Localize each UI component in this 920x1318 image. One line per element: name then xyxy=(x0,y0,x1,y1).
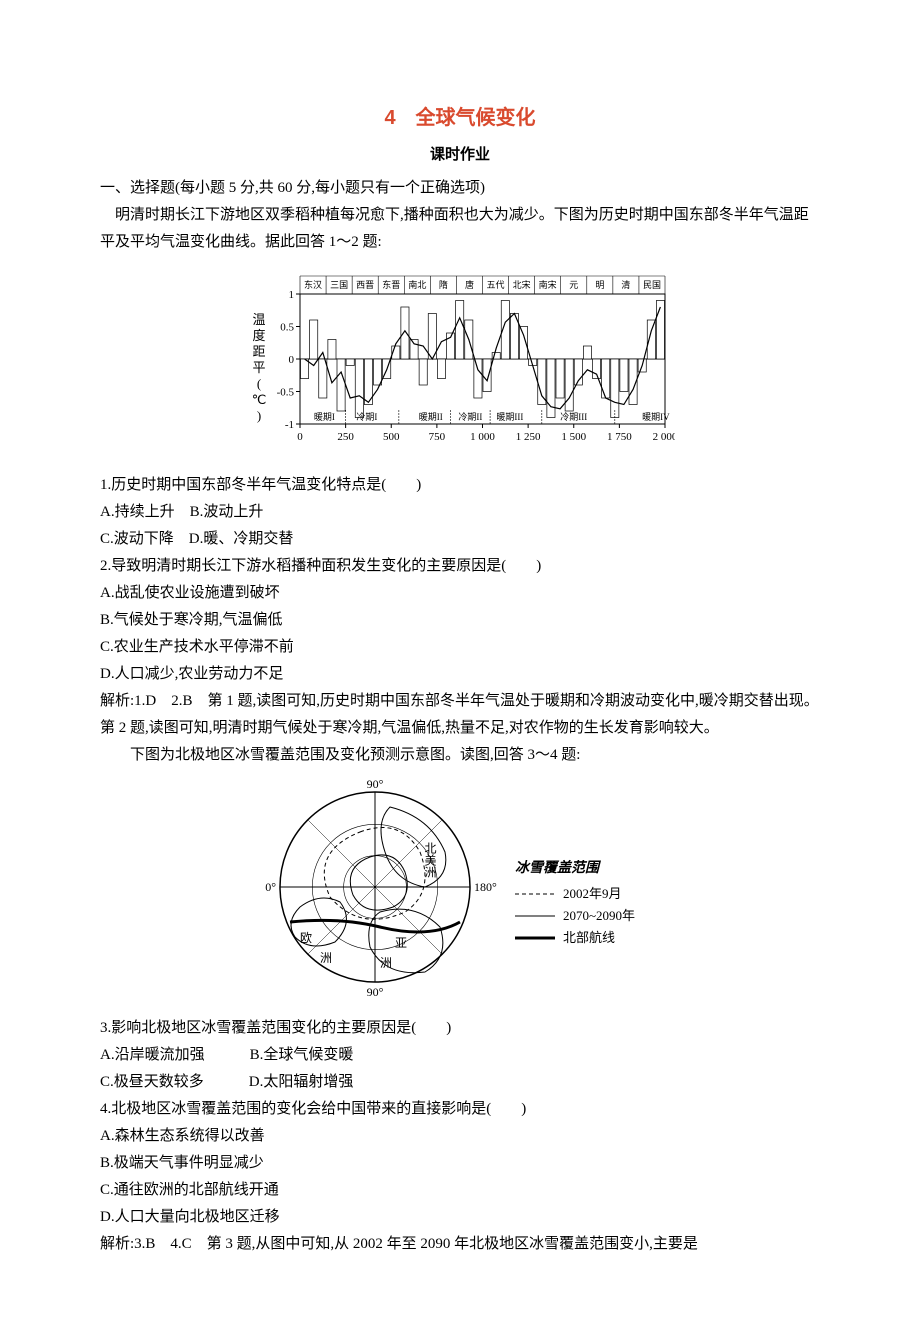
q2-opt-d: D.人口减少,农业劳动力不足 xyxy=(100,661,820,688)
svg-text:暖期I: 暖期I xyxy=(314,411,335,422)
q2-stem: 2.导致明清时期长江下游水稻播种面积发生变化的主要原因是( ) xyxy=(100,553,820,580)
svg-text:温: 温 xyxy=(252,312,265,327)
q3-opt-cd: C.极昼天数较多 D.太阳辐射增强 xyxy=(100,1069,820,1096)
svg-text:90°: 90° xyxy=(367,777,384,791)
svg-text:0°: 0° xyxy=(265,880,276,894)
svg-text:250: 250 xyxy=(337,431,354,443)
figure-1-temp-chart: -1 -0.5 0 0.5 1 0 250 500 750 1 000 1 250 1 500 1 75… xyxy=(100,264,820,464)
svg-text:亚: 亚 xyxy=(395,936,407,950)
q2-opt-a: A.战乱使农业设施遭到破坏 xyxy=(100,580,820,607)
svg-text:洲: 洲 xyxy=(320,951,332,965)
intro-q1-2: 明清时期长江下游地区双季稻种植每况愈下,播种面积也大为减少。下图为历史时期中国东… xyxy=(100,202,820,256)
q4-opt-b: B.极端天气事件明显减少 xyxy=(100,1150,820,1177)
svg-text:(: ( xyxy=(257,376,261,391)
svg-text:明: 明 xyxy=(595,280,604,290)
svg-text:东晋: 东晋 xyxy=(382,279,400,290)
svg-text:1: 1 xyxy=(289,289,295,301)
svg-text:-0.5: -0.5 xyxy=(277,387,295,399)
q3-opt-ab: A.沿岸暖流加强 B.全球气候变暖 xyxy=(100,1042,820,1069)
svg-text:距: 距 xyxy=(252,344,265,359)
svg-text:五代: 五代 xyxy=(487,280,505,290)
svg-text:500: 500 xyxy=(383,431,400,443)
svg-text:度: 度 xyxy=(252,328,265,343)
svg-text:冰雪覆盖范围: 冰雪覆盖范围 xyxy=(515,859,602,876)
svg-text:隋: 隋 xyxy=(439,279,448,290)
q2-opt-c: C.农业生产技术水平停滞不前 xyxy=(100,634,820,661)
svg-text:2 000: 2 000 xyxy=(653,431,675,443)
svg-text:洲: 洲 xyxy=(380,956,392,970)
svg-text:1 000: 1 000 xyxy=(470,431,495,443)
answer-1-2: 解析:1.D 2.B 第 1 题,读图可知,历史时期中国东部冬半年气温处于暖期和… xyxy=(100,688,820,742)
svg-text:2002年9月: 2002年9月 xyxy=(563,886,622,901)
svg-text:暖期III: 暖期III xyxy=(496,411,523,422)
svg-text:元: 元 xyxy=(569,280,578,290)
svg-text:南宋: 南宋 xyxy=(539,279,557,290)
q1-opt-cd: C.波动下降 D.暖、冷期交替 xyxy=(100,526,820,553)
svg-text:暖期IV: 暖期IV xyxy=(642,411,670,422)
svg-text:1 500: 1 500 xyxy=(561,431,586,443)
q3-stem: 3.影响北极地区冰雪覆盖范围变化的主要原因是( ) xyxy=(100,1015,820,1042)
svg-text:三国: 三国 xyxy=(330,280,348,290)
q1-stem: 1.历史时期中国东部冬半年气温变化特点是( ) xyxy=(100,472,820,499)
svg-text:1 250: 1 250 xyxy=(516,431,541,443)
q1-opt-ab: A.持续上升 B.波动上升 xyxy=(100,499,820,526)
svg-text:-1: -1 xyxy=(285,419,294,431)
figure-2-arctic-map: 北美洲欧洲亚洲90°0°180°90°冰雪覆盖范围2002年9月2070~209… xyxy=(100,777,820,1007)
svg-text:750: 750 xyxy=(429,431,446,443)
svg-text:民国: 民国 xyxy=(643,280,661,290)
svg-text:冷期II: 冷期II xyxy=(458,411,482,422)
q4-stem: 4.北极地区冰雪覆盖范围的变化会给中国带来的直接影响是( ) xyxy=(100,1096,820,1123)
intro-q3-4: 下图为北极地区冰雪覆盖范围及变化预测示意图。读图,回答 3～4 题: xyxy=(100,742,820,769)
doc-title: 4 全球气候变化 xyxy=(100,100,820,136)
svg-text:北部航线: 北部航线 xyxy=(563,930,615,945)
svg-text:北宋: 北宋 xyxy=(513,279,531,290)
svg-text:180°: 180° xyxy=(474,880,497,894)
svg-text:南北: 南北 xyxy=(408,279,426,290)
svg-text:0.5: 0.5 xyxy=(280,322,294,334)
q4-opt-c: C.通往欧洲的北部航线开通 xyxy=(100,1177,820,1204)
doc-subtitle: 课时作业 xyxy=(100,142,820,169)
q2-opt-b: B.气候处于寒冷期,气温偏低 xyxy=(100,607,820,634)
svg-text:90°: 90° xyxy=(367,985,384,997)
svg-text:1 750: 1 750 xyxy=(607,431,632,443)
svg-text:冷期III: 冷期III xyxy=(560,411,587,422)
svg-text:西晋: 西晋 xyxy=(356,280,374,290)
svg-text:清: 清 xyxy=(621,279,630,290)
svg-text:2070~2090年: 2070~2090年 xyxy=(563,908,635,923)
svg-text:平: 平 xyxy=(252,360,265,375)
svg-text:℃: ℃ xyxy=(252,392,267,407)
answer-3-4: 解析:3.B 4.C 第 3 题,从图中可知,从 2002 年至 2090 年北… xyxy=(100,1231,820,1258)
svg-text:欧: 欧 xyxy=(300,931,312,945)
svg-text:冷期I: 冷期I xyxy=(356,411,377,422)
svg-text:0: 0 xyxy=(289,354,295,366)
svg-text:): ) xyxy=(257,408,261,423)
svg-text:0: 0 xyxy=(297,431,303,443)
section-header: 一、选择题(每小题 5 分,共 60 分,每小题只有一个正确选项) xyxy=(100,175,820,202)
svg-text:暖期II: 暖期II xyxy=(419,411,443,422)
q4-opt-a: A.森林生态系统得以改善 xyxy=(100,1123,820,1150)
svg-text:唐: 唐 xyxy=(465,279,474,290)
q4-opt-d: D.人口大量向北极地区迁移 xyxy=(100,1204,820,1231)
svg-text:东汉: 东汉 xyxy=(304,279,322,290)
